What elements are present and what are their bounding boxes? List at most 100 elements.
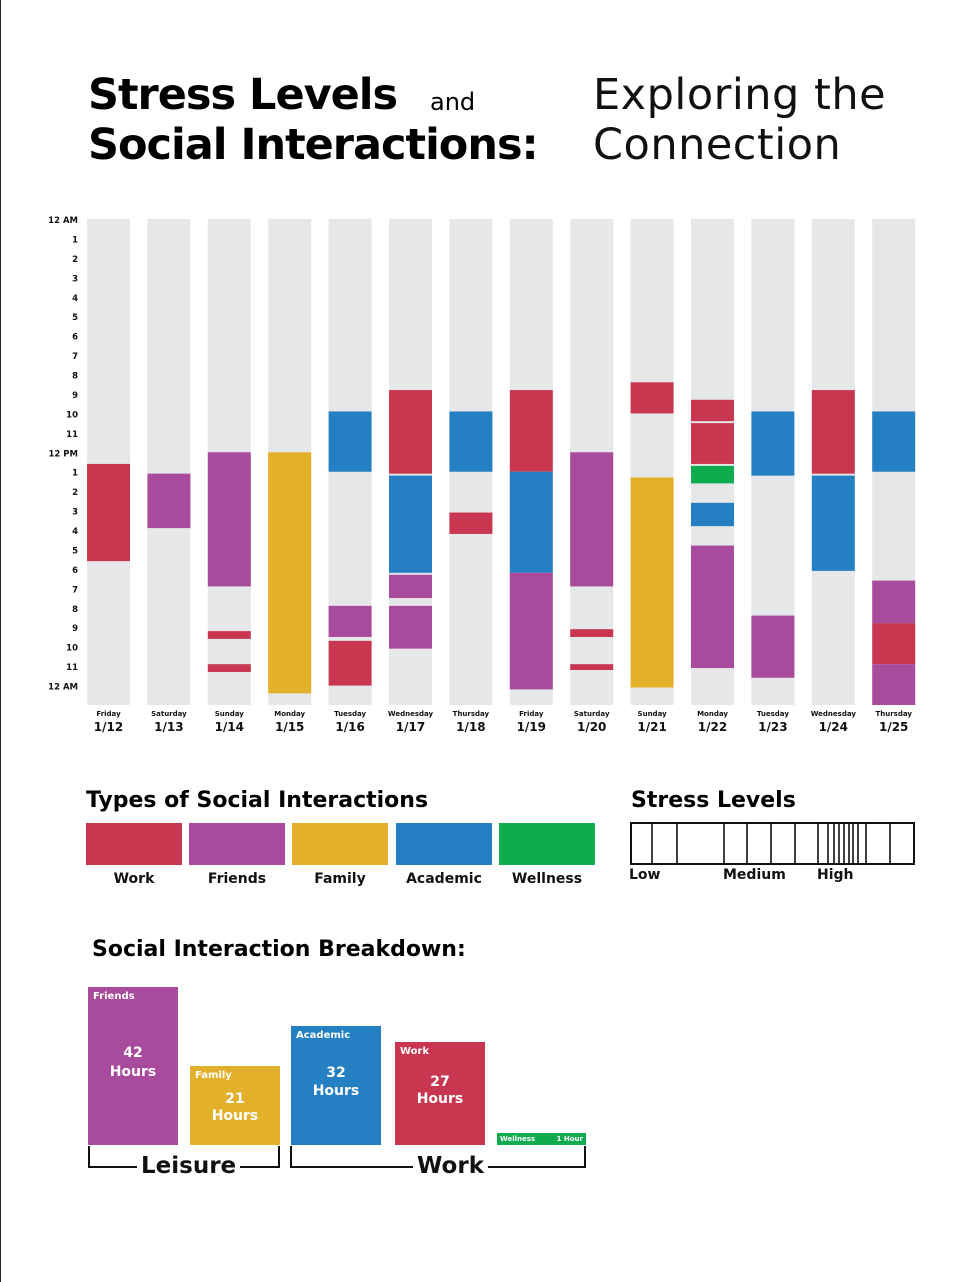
breakdown-academic-hours: 32: [326, 1065, 346, 1081]
hour-tick-label: 12 AM: [48, 683, 78, 693]
hour-tick-label: 7: [72, 352, 78, 362]
hour-tick-label: 12 PM: [49, 449, 78, 459]
day-track: [147, 219, 191, 705]
breakdown-family-hours: 21: [225, 1091, 245, 1107]
stress-label-high: High: [817, 867, 854, 883]
day-weekday-label: Wednesday: [388, 710, 434, 718]
segment-work: [207, 664, 251, 672]
legend-label-wellness: Wellness: [511, 871, 583, 887]
segment-work: [872, 623, 916, 665]
stress-label-medium: Medium: [723, 867, 786, 883]
legend-swatch-family: [292, 823, 388, 865]
segment-family: [630, 477, 674, 688]
hour-tick-label: 3: [72, 274, 78, 284]
day-date-label: 1/17: [396, 720, 425, 734]
hour-tick-label: 10: [66, 410, 78, 420]
day-weekday-label: Saturday: [574, 710, 610, 718]
day-weekday-label: Saturday: [151, 710, 187, 718]
breakdown-work-hours: 27: [430, 1074, 450, 1090]
hour-tick-label: 1: [72, 469, 78, 479]
segment-friends: [389, 605, 432, 649]
segment-friends: [751, 615, 795, 678]
hour-tick-label: 11: [66, 430, 78, 440]
segment-family: [268, 452, 312, 694]
segment-academic: [691, 502, 734, 527]
segment-friends: [872, 664, 916, 705]
segment-work: [570, 629, 614, 637]
hour-tick-label: 12 AM: [48, 216, 78, 226]
segment-academic: [509, 471, 553, 573]
subtitle-line-2: Connection: [593, 120, 842, 170]
segment-work: [449, 512, 493, 534]
stress-scale-ticks: [651, 823, 891, 864]
segment-work: [570, 664, 614, 671]
hour-tick-label: 4: [72, 527, 78, 537]
legend-swatch-academic: [396, 823, 492, 865]
segment-work: [630, 382, 674, 414]
segment-friends: [147, 473, 191, 529]
hour-tick-label: 3: [72, 508, 78, 518]
group-label-work: Work: [413, 1153, 488, 1179]
segment-work: [389, 390, 432, 474]
segment-work: [691, 399, 734, 422]
segment-academic: [449, 411, 493, 472]
segment-work: [509, 390, 553, 472]
segment-work: [691, 423, 734, 464]
breakdown-family-unit: Hours: [211, 1108, 259, 1124]
hour-tick-label: 2: [72, 255, 78, 265]
day-weekday-label: Monday: [697, 710, 728, 718]
group-label-leisure: Leisure: [137, 1153, 241, 1179]
subtitle-line-1: Exploring the: [593, 70, 887, 120]
day-weekday-label: Friday: [519, 710, 544, 718]
segment-work: [328, 640, 372, 686]
legend-label-work: Work: [113, 871, 155, 887]
hour-tick-label: 5: [72, 313, 78, 323]
breakdown-heading: Social Interaction Breakdown:: [92, 937, 466, 962]
day-weekday-label: Tuesday: [757, 710, 789, 718]
legend-label-academic: Academic: [406, 871, 482, 887]
hour-tick-label: 9: [72, 624, 78, 634]
day-date-label: 1/18: [456, 720, 485, 734]
hour-tick-label: 7: [72, 585, 78, 595]
hour-tick-label: 10: [66, 644, 78, 654]
day-weekday-label: Monday: [274, 710, 305, 718]
day-weekday-label: Sunday: [638, 710, 668, 718]
hour-tick-label: 9: [72, 391, 78, 401]
breakdown-work-name: Work: [400, 1046, 430, 1057]
hour-tick-label: 6: [72, 566, 78, 576]
legend-swatch-wellness: [499, 823, 595, 865]
breakdown-wellness-hours: 1 Hour: [556, 1135, 583, 1143]
hour-tick-label: 4: [72, 294, 78, 304]
stress-scale: [630, 822, 915, 865]
legend-label-friends: Friends: [207, 871, 267, 887]
breakdown-bar-work: Work 27 Hours: [395, 1042, 485, 1145]
title-line-1: Stress Levels: [88, 70, 398, 120]
segment-work: [87, 463, 130, 562]
day-date-label: 1/20: [577, 720, 606, 734]
stress-scale-frame: [630, 822, 915, 865]
breakdown-friends-name: Friends: [93, 991, 135, 1002]
segment-work: [207, 631, 251, 639]
day-weekday-label: Thursday: [875, 710, 912, 718]
day-date-label: 1/12: [94, 720, 123, 734]
segment-academic: [811, 475, 855, 571]
segment-academic: [751, 411, 795, 476]
segment-friends: [389, 574, 432, 599]
breakdown-bar-wellness: Wellness 1 Hour: [497, 1133, 586, 1145]
day-weekday-label: Thursday: [453, 710, 490, 718]
day-date-label: 1/24: [819, 720, 848, 734]
day-date-label: 1/23: [758, 720, 787, 734]
legend-swatch-friends: [189, 823, 285, 865]
day-weekday-label: Tuesday: [334, 710, 366, 718]
day-date-label: 1/19: [517, 720, 546, 734]
breakdown-academic-unit: Hours: [312, 1083, 360, 1099]
hour-tick-label: 8: [72, 372, 78, 382]
segment-friends: [509, 572, 553, 690]
segment-friends: [872, 580, 916, 624]
hour-tick-label: 8: [72, 605, 78, 615]
hour-tick-label: 5: [72, 546, 78, 556]
segment-academic: [389, 475, 432, 573]
day-weekday-label: Sunday: [215, 710, 245, 718]
legend-label-family: Family: [314, 871, 366, 887]
breakdown-friends-hours: 42: [123, 1045, 143, 1061]
